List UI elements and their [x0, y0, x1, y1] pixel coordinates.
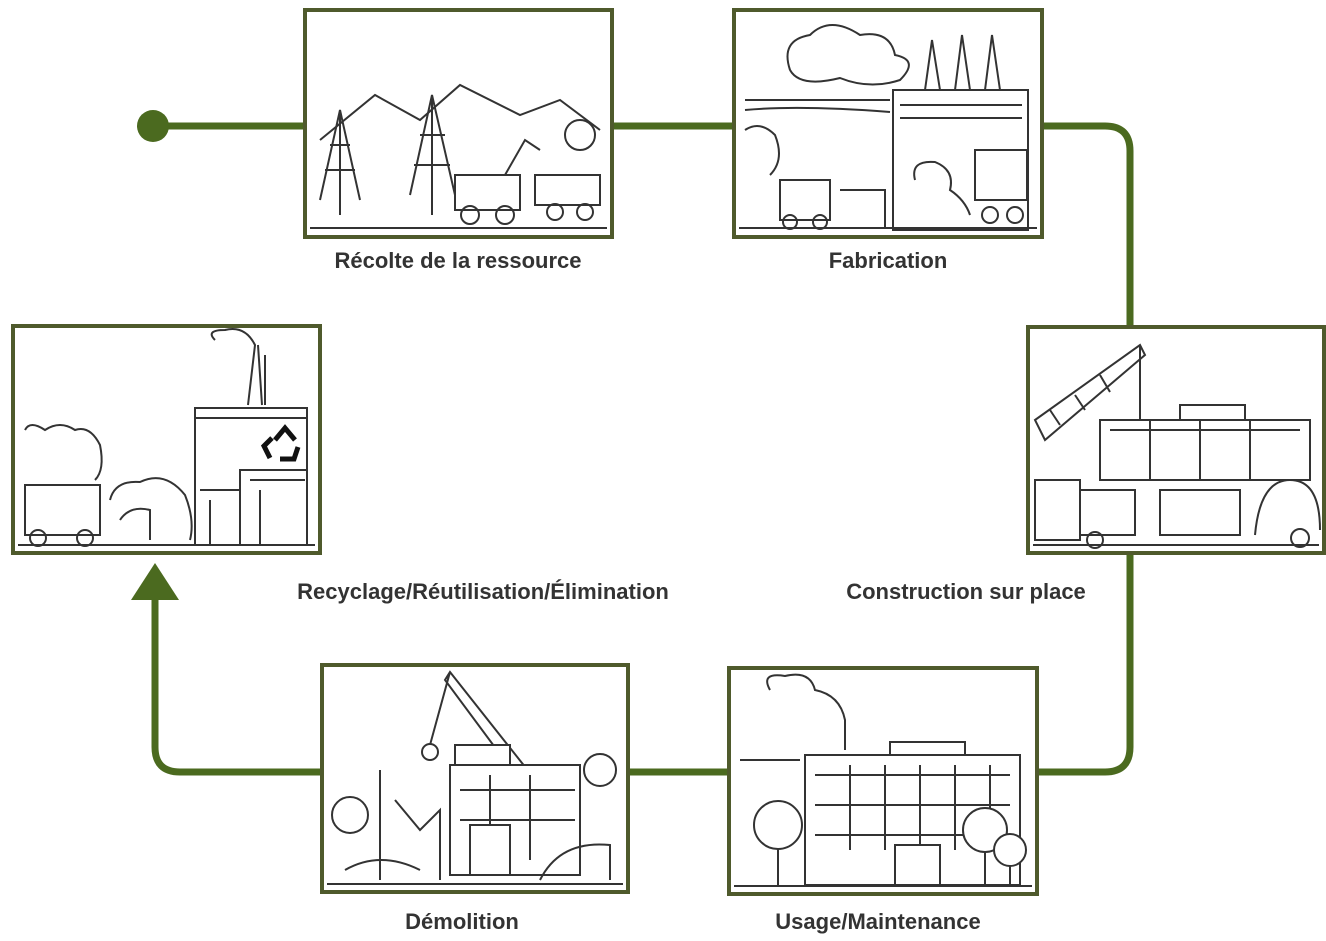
sketch-stroke: [583, 753, 617, 787]
sketch-stroke: [1086, 531, 1104, 549]
node-demolition: Démolition: [320, 663, 630, 934]
node-label: Fabrication: [829, 248, 948, 273]
sketch-stroke: [734, 759, 1032, 887]
sketch-stroke: [786, 24, 910, 86]
flow-line: [151, 598, 322, 776]
sketch-stroke: [239, 469, 308, 546]
sketch-stroke: [421, 743, 439, 761]
sketch-stroke: [460, 205, 480, 225]
sketch-stroke: [1159, 489, 1241, 536]
node-harvest: Récolte de la ressource: [303, 8, 614, 273]
sketch-stroke: [1179, 404, 1246, 421]
sketch-stroke: [546, 203, 564, 221]
node-construction: Construction sur place: [846, 325, 1326, 604]
node-usage: Usage/Maintenance: [727, 666, 1039, 934]
sketch-stroke: [260, 424, 301, 462]
node-label: Démolition: [405, 909, 519, 934]
node-label: Construction sur place: [846, 579, 1086, 604]
illustration: [734, 673, 1032, 887]
sketch-stroke: [504, 138, 541, 176]
sketch-stroke: [379, 770, 441, 880]
node-label: Usage/Maintenance: [775, 909, 980, 934]
sketch-stroke: [564, 119, 596, 151]
sketch-stroke: [460, 775, 575, 860]
sketch-stroke: [331, 796, 369, 834]
illustration: [18, 328, 315, 547]
sketch-stroke: [894, 844, 941, 886]
sketch-stroke: [744, 125, 886, 228]
sketch-stroke: [766, 673, 846, 750]
sketch-stroke: [454, 744, 511, 766]
sketch-stroke: [469, 824, 511, 876]
illustration: [327, 670, 623, 885]
sketch-stroke: [993, 833, 1027, 867]
sketch-stroke: [319, 83, 601, 141]
illustration: [310, 83, 607, 229]
sketch-stroke: [18, 477, 315, 546]
flow-lines: [131, 110, 1134, 776]
sketch-stroke: [200, 479, 305, 545]
arrow-head: [131, 563, 179, 600]
sketch-stroke: [889, 741, 966, 756]
sketch-stroke: [454, 174, 521, 211]
illustration: [739, 24, 1037, 231]
node-manufacturing: Fabrication: [732, 8, 1044, 273]
node-label: Recyclage/Réutilisation/Élimination: [297, 579, 669, 604]
sketch-stroke: [981, 206, 999, 224]
sketch-stroke: [210, 328, 266, 406]
sketch-stroke: [744, 99, 891, 113]
sketch-stroke: [1290, 528, 1310, 548]
sketch-stroke: [1110, 420, 1300, 480]
sketch-stroke: [1254, 478, 1321, 536]
sketch-stroke: [1006, 206, 1024, 224]
flow-line: [1042, 122, 1134, 327]
sketch-stroke: [913, 160, 971, 216]
sketch-stroke: [495, 205, 515, 225]
sketch-stroke: [924, 34, 1001, 91]
sketch-stroke: [1034, 479, 1081, 541]
sketch-stroke: [1033, 343, 1147, 480]
sketch-stroke: [409, 94, 456, 215]
illustration: [1033, 343, 1321, 549]
sketch-stroke: [576, 203, 594, 221]
sketch-stroke: [24, 424, 103, 481]
sketch-stroke: [815, 765, 1010, 850]
flow-line: [1037, 553, 1134, 776]
sketch-stroke: [534, 174, 601, 206]
sketch-stroke: [753, 800, 803, 850]
sketch-stroke: [779, 179, 831, 221]
sketch-stroke: [1079, 489, 1136, 536]
node-recycling: Recyclage/Réutilisation/Élimination: [11, 324, 669, 604]
node-label: Récolte de la ressource: [334, 248, 581, 273]
sketch-stroke: [327, 843, 623, 885]
sketch-stroke: [319, 109, 361, 215]
sketch-stroke: [974, 149, 1028, 201]
sketch-stroke: [24, 484, 101, 536]
sketch-stroke: [900, 104, 1022, 119]
